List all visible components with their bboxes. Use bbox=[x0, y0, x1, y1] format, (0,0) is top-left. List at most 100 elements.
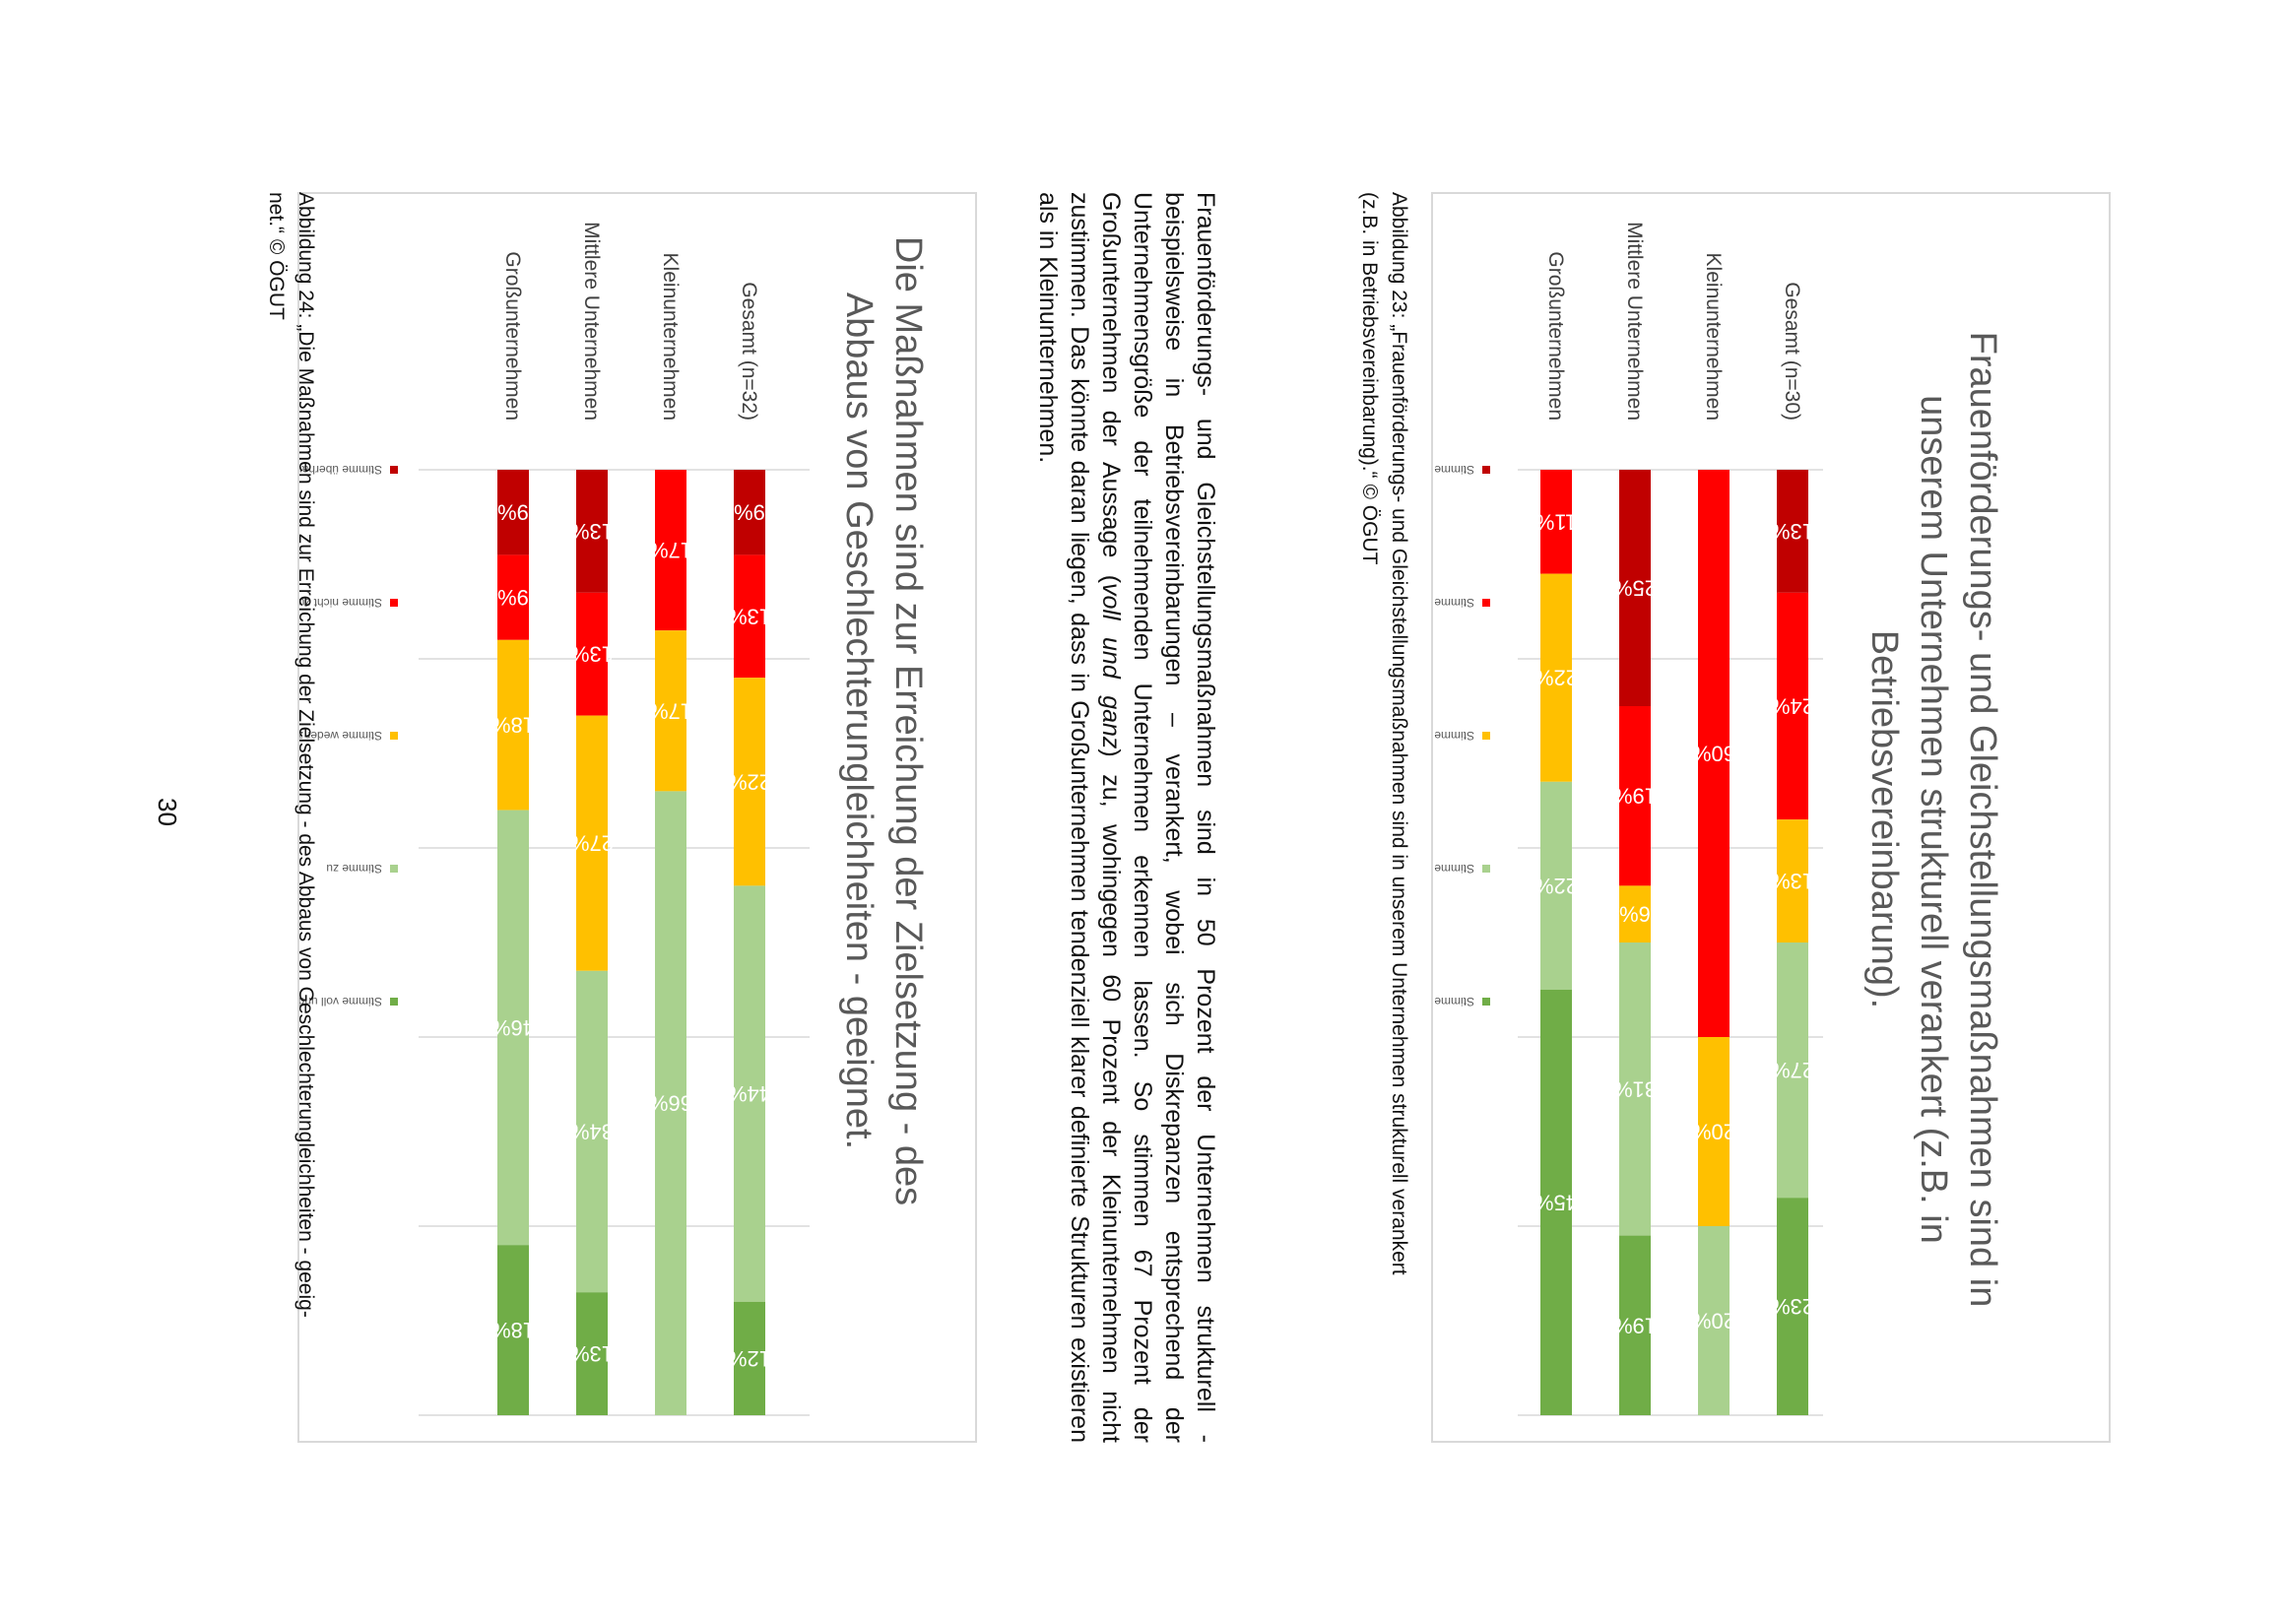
bar-segment-stimme-weder-zu-noch-lehne-ich-ab bbox=[576, 715, 608, 971]
chart-legend: Stimme überhaupt nicht zu Stimme nicht zu… bbox=[299, 463, 398, 1008]
legend-swatch bbox=[1482, 466, 1490, 474]
bar-segment-stimme-voll-und-ganz-zu bbox=[576, 1292, 608, 1415]
bar-segment-stimme-nicht-zu bbox=[655, 470, 686, 631]
chart-title-line: Abbaus von Geschlechterungleichheiten - … bbox=[838, 292, 880, 1149]
data-label: 46% bbox=[491, 1015, 535, 1040]
bar-segment-stimme-zu bbox=[1777, 942, 1808, 1199]
chart-legend: Stimme überhaupt nicht zu Stimme nicht zu… bbox=[1433, 463, 1490, 1008]
data-label: 45% bbox=[1534, 1191, 1578, 1215]
bar-segment-stimme-berhaupt-nicht-zu bbox=[734, 470, 765, 555]
bar-segment-stimme-voll-und-ganz-zu bbox=[734, 1301, 765, 1416]
legend-label: Stimme voll und ganz zu bbox=[299, 995, 382, 1008]
data-label: 13% bbox=[1771, 519, 1814, 544]
data-label: 11% bbox=[1535, 509, 1577, 534]
caption-24-line2: net.“ © ÖGUT bbox=[265, 192, 288, 320]
legend-swatch bbox=[1482, 599, 1490, 607]
legend-label: Stimme zu bbox=[326, 862, 382, 876]
bar-segment-stimme-voll-und-ganz-zu bbox=[497, 1245, 529, 1415]
chart-title: Frauenförderungs- und Gleichstellungsmaß… bbox=[1863, 332, 2003, 1308]
chart-23-svg: Frauenförderungs- und Gleichstellungsmaß… bbox=[1433, 222, 2003, 1416]
data-label: 13% bbox=[728, 604, 771, 628]
legend-swatch bbox=[390, 865, 398, 873]
bar-segment-stimme-voll-und-ganz-zu bbox=[1619, 1235, 1651, 1415]
data-label: 13% bbox=[570, 642, 614, 667]
bar-segment-stimme-zu bbox=[1540, 781, 1572, 990]
bar-segment-stimme-nicht-zu bbox=[1619, 706, 1651, 886]
data-label: 12% bbox=[728, 1346, 771, 1371]
data-label: 18% bbox=[491, 1318, 535, 1342]
caption-figure-24: Abbildung 24: „Die Maßnahmen sind zur Er… bbox=[261, 192, 320, 1443]
data-label: 20% bbox=[1692, 1120, 1735, 1144]
bar-segment-stimme-zu bbox=[734, 885, 765, 1302]
chart-24-svg: Die Maßnahmen sind zur Erreichung der Zi… bbox=[299, 222, 929, 1416]
bar-segment-stimme-berhaupt-nicht-zu bbox=[1777, 470, 1808, 593]
legend-swatch bbox=[390, 732, 398, 740]
legend-swatch bbox=[1482, 865, 1490, 873]
bar-segment-stimme-berhaupt-nicht-zu bbox=[576, 470, 608, 593]
bar-segment-stimme-zu bbox=[576, 970, 608, 1293]
caption-23-line1: Abbildung 23: „Frauenförderungs- und Gle… bbox=[1388, 192, 1410, 1275]
data-label: 27% bbox=[1771, 1058, 1814, 1082]
page-number: 30 bbox=[153, 798, 182, 826]
legend-swatch bbox=[390, 998, 398, 1006]
bar-segment-stimme-nicht-zu bbox=[1777, 592, 1808, 820]
data-label: 13% bbox=[570, 1341, 614, 1366]
category-label: Gesamt (n=32) bbox=[738, 282, 760, 421]
chart-figure-23: Frauenförderungs- und Gleichstellungsmaß… bbox=[1431, 192, 2111, 1443]
bar-segment-stimme-berhaupt-nicht-zu bbox=[1619, 470, 1651, 706]
bar-segment-stimme-weder-zu-noch-lehne-ich-ab bbox=[1619, 885, 1651, 943]
data-label: 18% bbox=[491, 713, 535, 738]
data-label: 31% bbox=[1613, 1076, 1657, 1101]
data-label: 9% bbox=[497, 585, 529, 610]
legend-swatch bbox=[1482, 732, 1490, 740]
data-label: 22% bbox=[728, 769, 771, 794]
category-label: Großunternehmen bbox=[501, 251, 524, 421]
bar-segment-stimme-zu bbox=[1619, 942, 1651, 1236]
chart-title-line: unserem Unternehmen strukturell veranker… bbox=[1913, 395, 1954, 1244]
legend-label: Stimme weder zu noch lehne ich ab bbox=[299, 729, 382, 743]
caption-23-line2: (z.B. in Betriebsvereinbarung).“ © ÖGUT bbox=[1358, 192, 1381, 565]
data-label: 22% bbox=[1534, 666, 1578, 690]
data-label: 24% bbox=[1771, 694, 1814, 719]
bar-segment-stimme-nicht-zu bbox=[1540, 470, 1572, 574]
category-label: Mittlere Unternehmen bbox=[580, 222, 603, 421]
data-label: 23% bbox=[1771, 1294, 1814, 1319]
data-label: 27% bbox=[570, 831, 614, 856]
chart-figure-24: Die Maßnahmen sind zur Erreichung der Zi… bbox=[297, 192, 977, 1443]
legend-label: Stimme nicht zu bbox=[1433, 596, 1474, 610]
bar-segment-stimme-nicht-zu bbox=[734, 554, 765, 679]
body-paragraph: Frauenförderungs- und Gleichstellungsmaß… bbox=[1032, 192, 1221, 1443]
category-label: Mittlere Unternehmen bbox=[1623, 222, 1646, 421]
bar-segment-stimme-weder-zu-noch-lehne-ich-ab bbox=[655, 630, 686, 792]
data-label: 44% bbox=[728, 1081, 771, 1106]
data-label: 34% bbox=[570, 1120, 614, 1144]
bar-segment-stimme-nicht-zu bbox=[1698, 470, 1730, 1037]
bar-segment-stimme-weder-zu-noch-lehne-ich-ab bbox=[1777, 819, 1808, 943]
legend-swatch bbox=[1482, 998, 1490, 1006]
legend-label: Stimme weder zu noch lehne ich ab bbox=[1433, 729, 1474, 743]
body-text-emphasis: voll und ganz bbox=[1097, 583, 1125, 749]
chart-title: Die Maßnahmen sind zur Erreichung der Zi… bbox=[838, 236, 929, 1205]
data-label: 17% bbox=[649, 698, 692, 723]
data-label: 9% bbox=[734, 500, 765, 525]
legend-label: Stimme zu bbox=[1433, 862, 1474, 876]
legend-label: Stimme voll und ganz zu bbox=[1433, 995, 1474, 1008]
chart-title-line: Betriebsvereinbarung). bbox=[1863, 630, 1905, 1008]
bar-segment-stimme-weder-zu-noch-lehne-ich-ab bbox=[1540, 573, 1572, 782]
bar-segment-stimme-nicht-zu bbox=[576, 592, 608, 716]
data-label: 6% bbox=[1619, 902, 1651, 927]
data-label: 66% bbox=[649, 1091, 692, 1116]
bar-segment-stimme-weder-zu-noch-lehne-ich-ab bbox=[734, 678, 765, 886]
bar-segment-stimme-zu bbox=[655, 791, 686, 1415]
caption-24-line1: Abbildung 24: „Die Maßnahmen sind zur Er… bbox=[294, 192, 317, 1318]
category-label: Kleinunternehmen bbox=[659, 253, 682, 421]
bar-segment-stimme-zu bbox=[497, 810, 529, 1246]
category-label: Kleinunternehmen bbox=[1702, 253, 1725, 421]
bar-segment-stimme-weder-zu-noch-lehne-ich-ab bbox=[1698, 1037, 1730, 1226]
legend-swatch bbox=[390, 599, 398, 607]
category-label: Gesamt (n=30) bbox=[1781, 282, 1803, 421]
legend-swatch bbox=[390, 466, 398, 474]
legend-label: Stimme überhaupt nicht zu bbox=[1433, 463, 1474, 477]
data-label: 25% bbox=[1613, 576, 1657, 601]
